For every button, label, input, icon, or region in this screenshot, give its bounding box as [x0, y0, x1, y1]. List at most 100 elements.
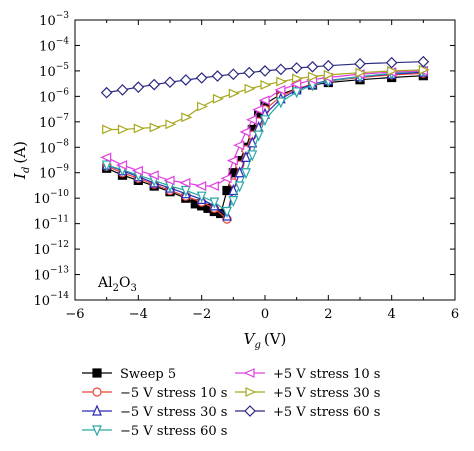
- data-point: [132, 81, 145, 94]
- data-point: [102, 124, 114, 135]
- data-point: [181, 112, 193, 123]
- legend-item: −5 V stress 60 s: [82, 424, 227, 439]
- y-tick-label: 10−9: [39, 164, 69, 182]
- data-point: [228, 184, 239, 196]
- data-point: [116, 84, 129, 96]
- data-point: [234, 166, 245, 178]
- data-point: [275, 97, 286, 109]
- legend-label: +5 V stress 30 s: [273, 386, 380, 401]
- data-point: [307, 71, 319, 82]
- y-tick-label: 10−6: [39, 87, 69, 105]
- legend-item: −5 V stress 30 s: [82, 404, 227, 420]
- legend-label: −5 V stress 30 s: [120, 405, 227, 420]
- series-line: [106, 70, 424, 187]
- data-point: [149, 122, 161, 133]
- series-0: [102, 71, 428, 219]
- x-tick-label: −2: [192, 307, 211, 322]
- y-tick-label: 10−8: [39, 138, 69, 156]
- data-point: [209, 197, 220, 209]
- legend: Sweep 5 −5 V stress 10 s −5 V stress 30 s −…: [82, 367, 380, 439]
- data-point: [260, 115, 270, 127]
- data-point: [233, 140, 245, 151]
- legend-label: +5 V stress 60 s: [273, 405, 380, 420]
- data-point: [101, 160, 112, 172]
- data-point: [100, 86, 113, 99]
- y-tick-label: 10−4: [39, 36, 69, 54]
- data-point: [227, 68, 240, 81]
- legend-marker: [243, 368, 255, 378]
- legend-item: +5 V stress 10 s: [235, 367, 380, 382]
- x-tick-label: −6: [65, 307, 84, 322]
- legend-item: Sweep 5: [82, 367, 176, 382]
- legend-item: +5 V stress 30 s: [235, 386, 380, 401]
- series-line: [106, 70, 424, 213]
- data-point: [417, 55, 430, 68]
- data-point: [244, 83, 256, 94]
- data-point: [234, 181, 245, 193]
- series-3: [101, 66, 429, 218]
- y-tick-label: 10−13: [33, 266, 69, 284]
- series-2: [101, 65, 429, 221]
- data-point: [147, 170, 159, 181]
- series-6: [100, 55, 430, 99]
- y-tick-label: 10−7: [39, 113, 69, 131]
- series-line: [106, 71, 424, 218]
- data-point: [241, 168, 251, 180]
- data-point: [241, 150, 251, 163]
- legend-label: Sweep 5: [120, 367, 176, 382]
- data-point: [274, 84, 286, 95]
- data-point: [253, 130, 264, 142]
- data-point: [276, 76, 288, 87]
- data-point: [211, 70, 224, 82]
- data-point: [239, 127, 251, 137]
- data-point: [354, 57, 366, 70]
- data-point: [387, 65, 399, 76]
- data-point: [196, 191, 207, 203]
- plot-marks: [100, 55, 430, 224]
- x-tick-label: 0: [261, 307, 269, 322]
- data-point: [179, 177, 191, 188]
- data-point: [164, 76, 176, 89]
- data-point: [323, 69, 335, 80]
- y-tick-label: 10−5: [39, 62, 69, 80]
- x-tick-label: 4: [388, 307, 396, 322]
- data-point: [228, 196, 239, 208]
- legend-label: +5 V stress 10 s: [273, 367, 380, 382]
- legend-marker: [92, 404, 102, 416]
- x-tick-label: −4: [129, 307, 148, 322]
- data-point: [207, 181, 219, 191]
- data-point: [133, 123, 145, 134]
- legend-item: +5 V stress 60 s: [235, 405, 380, 420]
- data-point: [165, 119, 177, 130]
- data-point: [180, 185, 191, 197]
- data-point: [418, 64, 430, 75]
- data-point: [179, 74, 192, 86]
- data-point: [291, 87, 302, 99]
- data-point: [243, 66, 256, 79]
- data-point: [274, 63, 287, 76]
- data-point: [195, 72, 208, 84]
- data-point: [131, 165, 143, 176]
- data-point: [385, 56, 398, 69]
- data-point: [212, 93, 224, 104]
- data-point: [247, 150, 258, 162]
- y-axis-label: Id(A): [11, 141, 32, 180]
- data-point: [290, 62, 303, 74]
- x-tick-label: 6: [451, 307, 459, 322]
- data-point: [226, 155, 238, 166]
- y-tick-label: 10−11: [33, 215, 69, 233]
- data-point: [306, 60, 319, 73]
- series-line: [106, 72, 424, 221]
- data-point: [195, 181, 207, 191]
- material-annotation: Al2O3: [97, 275, 137, 294]
- data-point: [100, 152, 112, 163]
- y-tick-label: 10−3: [39, 11, 69, 29]
- axis-ticks: −6 −4 −2 0 2 4 6 10−14 10−13 10−12 10−11 10−10 10−9 1…: [33, 11, 459, 322]
- legend-marker: [92, 368, 102, 378]
- data-point: [220, 173, 232, 184]
- data-point: [290, 79, 302, 90]
- y-tick-label: 10−10: [33, 189, 69, 207]
- legend-item: −5 V stress 10 s: [82, 386, 227, 401]
- series-1: [102, 68, 428, 224]
